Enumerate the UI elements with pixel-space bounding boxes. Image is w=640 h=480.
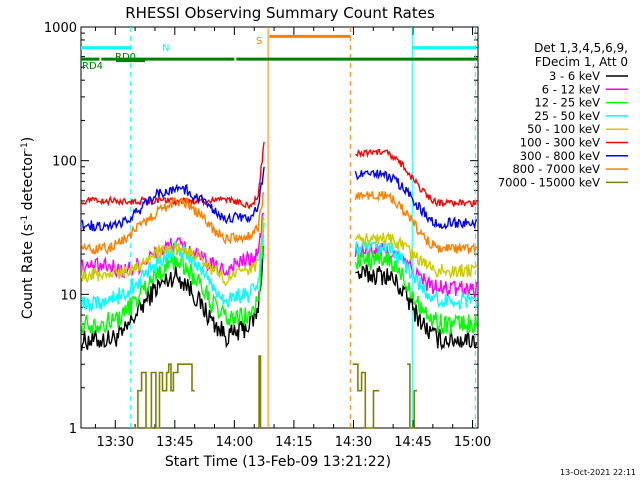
y-tick-label: 100 <box>52 155 77 170</box>
legend-header-line-2: FDecim 1, Att 0 <box>535 55 628 69</box>
legend-label-8: 7000 - 15000 keV <box>498 175 600 189</box>
series-line-4 <box>80 216 265 287</box>
series-line-post-6 <box>354 169 478 230</box>
x-tick-label: 14:00 <box>216 435 253 450</box>
legend-label-7: 800 - 7000 keV <box>512 162 600 176</box>
y-axis-label-main: Count Rate (s <box>20 224 36 319</box>
series-line-post-2 <box>354 249 478 335</box>
series-line-post-4 <box>354 231 478 280</box>
series-line-3 <box>80 222 265 312</box>
flag-bar-label: S <box>256 36 262 47</box>
x-tick-label: 13:45 <box>156 435 193 450</box>
legend: Det 1,3,4,5,6,9, FDecim 1, Att 0 3 - 6 k… <box>498 41 628 189</box>
plot-area: 1 10 100 1000 13:30 13:45 14:00 14:15 14:30 14:45… <box>44 21 491 450</box>
y-axis-label-mid: detector <box>20 151 36 215</box>
x-tick-label: 14:15 <box>275 435 312 450</box>
footer-date: 13-Oct-2021 22:11 <box>560 468 636 477</box>
legend-label-0: 3 - 6 keV <box>549 69 600 83</box>
flag-bar-label: RD4 <box>82 61 103 72</box>
series-line-olive <box>352 363 380 429</box>
series-line-post-3 <box>354 240 478 311</box>
legend-label-2: 12 - 25 keV <box>534 96 600 110</box>
flag-bar-label: N <box>162 43 169 54</box>
flag-bar-label: RD0 <box>115 52 136 63</box>
legend-label-6: 300 - 800 keV <box>520 149 600 163</box>
y-tick-label: 1 <box>69 422 77 437</box>
chart-title: RHESSI Observing Summary Count Rates <box>125 4 435 22</box>
y-axis-label-sup2: -1 <box>20 142 30 151</box>
legend-header-line-1: Det 1,3,4,5,6,9, <box>534 41 628 55</box>
x-tick-label: 13:30 <box>97 435 134 450</box>
series-line-post-5 <box>355 148 478 208</box>
legend-label-3: 25 - 50 keV <box>534 109 600 123</box>
y-axis-label: Count Rate (s-1 detector-1) <box>20 137 36 319</box>
x-axis-label: Start Time (13-Feb-09 13:21:22) <box>165 454 391 470</box>
series-line-olive <box>133 363 195 429</box>
series-line-6 <box>80 166 265 232</box>
y-axis-label-sup1: -1 <box>20 215 30 224</box>
plot-frame <box>80 26 479 429</box>
legend-label-5: 100 - 300 keV <box>520 136 600 150</box>
y-axis-label-end: ) <box>20 137 36 142</box>
series-line-2 <box>80 235 265 334</box>
series-line-post-7 <box>354 190 478 254</box>
y-tick-label: 10 <box>60 288 77 303</box>
series-line-7 <box>80 192 265 256</box>
y-tick-label: 1000 <box>44 21 77 36</box>
series-line-olive <box>407 363 417 429</box>
x-tick-label: 14:30 <box>335 435 372 450</box>
legend-label-1: 6 - 12 keV <box>542 82 600 96</box>
series-line-post-0 <box>355 264 478 351</box>
x-tick-label: 14:45 <box>394 435 431 450</box>
legend-label-4: 50 - 100 keV <box>527 122 600 136</box>
x-tick-label: 15:00 <box>454 435 491 450</box>
series-line-0 <box>80 245 265 352</box>
